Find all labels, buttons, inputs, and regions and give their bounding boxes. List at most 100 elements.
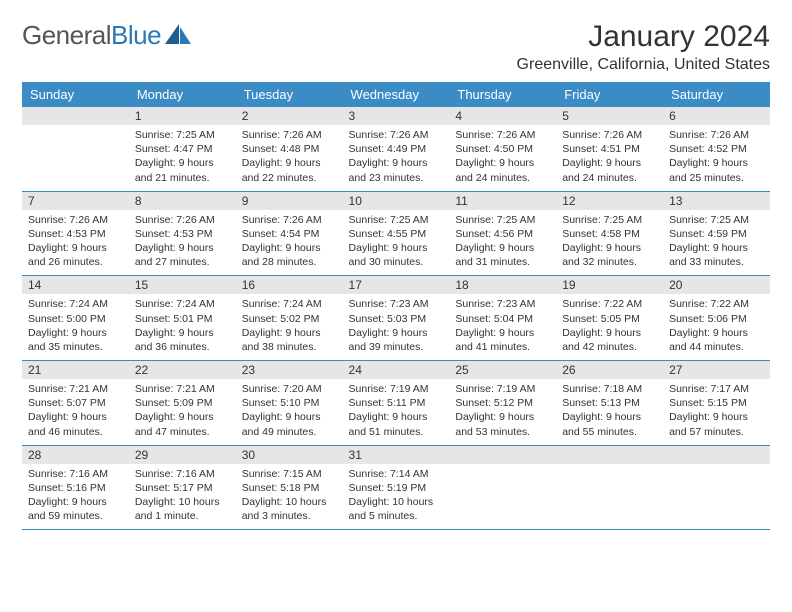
day-number: 2 <box>236 107 343 125</box>
calendar-cell: 3Sunrise: 7:26 AMSunset: 4:49 PMDaylight… <box>343 107 450 191</box>
daylight-text: Daylight: 9 hours and 55 minutes. <box>562 410 657 438</box>
sunrise-text: Sunrise: 7:26 AM <box>28 213 123 227</box>
title-block: January 2024 Greenville, California, Uni… <box>517 20 770 74</box>
day-info: Sunrise: 7:15 AMSunset: 5:18 PMDaylight:… <box>236 464 343 530</box>
dayhead-sunday: Sunday <box>22 82 129 107</box>
daylight-text: Daylight: 9 hours and 30 minutes. <box>349 241 444 269</box>
daylight-text: Daylight: 9 hours and 23 minutes. <box>349 156 444 184</box>
week-row: 7Sunrise: 7:26 AMSunset: 4:53 PMDaylight… <box>22 191 770 276</box>
calendar-cell: 2Sunrise: 7:26 AMSunset: 4:48 PMDaylight… <box>236 107 343 191</box>
day-number: 13 <box>663 192 770 210</box>
day-number: 8 <box>129 192 236 210</box>
sunset-text: Sunset: 5:15 PM <box>669 396 764 410</box>
sunrise-text: Sunrise: 7:17 AM <box>669 382 764 396</box>
dayhead-friday: Friday <box>556 82 663 107</box>
calendar-cell: 26Sunrise: 7:18 AMSunset: 5:13 PMDayligh… <box>556 361 663 446</box>
dayhead-saturday: Saturday <box>663 82 770 107</box>
sunset-text: Sunset: 5:04 PM <box>455 312 550 326</box>
sunset-text: Sunset: 5:18 PM <box>242 481 337 495</box>
calendar-cell: 14Sunrise: 7:24 AMSunset: 5:00 PMDayligh… <box>22 276 129 361</box>
logo: GeneralBlue <box>22 20 193 51</box>
day-info: Sunrise: 7:26 AMSunset: 4:53 PMDaylight:… <box>129 210 236 276</box>
daylight-text: Daylight: 10 hours and 5 minutes. <box>349 495 444 523</box>
sunset-text: Sunset: 5:13 PM <box>562 396 657 410</box>
sunrise-text: Sunrise: 7:14 AM <box>349 467 444 481</box>
day-number: 31 <box>343 446 450 464</box>
daylight-text: Daylight: 9 hours and 27 minutes. <box>135 241 230 269</box>
calendar-cell <box>663 445 770 530</box>
day-info: Sunrise: 7:19 AMSunset: 5:11 PMDaylight:… <box>343 379 450 445</box>
day-number: 21 <box>22 361 129 379</box>
calendar-cell: 24Sunrise: 7:19 AMSunset: 5:11 PMDayligh… <box>343 361 450 446</box>
day-number: 30 <box>236 446 343 464</box>
sunrise-text: Sunrise: 7:24 AM <box>242 297 337 311</box>
day-info: Sunrise: 7:26 AMSunset: 4:51 PMDaylight:… <box>556 125 663 191</box>
day-number: 27 <box>663 361 770 379</box>
day-info: Sunrise: 7:25 AMSunset: 4:56 PMDaylight:… <box>449 210 556 276</box>
day-info: Sunrise: 7:21 AMSunset: 5:09 PMDaylight:… <box>129 379 236 445</box>
calendar-cell: 7Sunrise: 7:26 AMSunset: 4:53 PMDaylight… <box>22 191 129 276</box>
dayhead-thursday: Thursday <box>449 82 556 107</box>
day-number: 5 <box>556 107 663 125</box>
calendar-cell: 11Sunrise: 7:25 AMSunset: 4:56 PMDayligh… <box>449 191 556 276</box>
calendar-cell <box>556 445 663 530</box>
sunrise-text: Sunrise: 7:19 AM <box>349 382 444 396</box>
sunrise-text: Sunrise: 7:16 AM <box>28 467 123 481</box>
sunset-text: Sunset: 4:54 PM <box>242 227 337 241</box>
sunrise-text: Sunrise: 7:26 AM <box>455 128 550 142</box>
calendar-cell: 30Sunrise: 7:15 AMSunset: 5:18 PMDayligh… <box>236 445 343 530</box>
daylight-text: Daylight: 9 hours and 44 minutes. <box>669 326 764 354</box>
day-number-empty <box>22 107 129 125</box>
daylight-text: Daylight: 9 hours and 22 minutes. <box>242 156 337 184</box>
sunrise-text: Sunrise: 7:22 AM <box>562 297 657 311</box>
calendar-cell: 6Sunrise: 7:26 AMSunset: 4:52 PMDaylight… <box>663 107 770 191</box>
day-number-empty <box>449 446 556 464</box>
day-number: 3 <box>343 107 450 125</box>
daylight-text: Daylight: 9 hours and 49 minutes. <box>242 410 337 438</box>
sunrise-text: Sunrise: 7:25 AM <box>349 213 444 227</box>
sunrise-text: Sunrise: 7:20 AM <box>242 382 337 396</box>
day-info-empty <box>663 464 770 487</box>
day-info: Sunrise: 7:18 AMSunset: 5:13 PMDaylight:… <box>556 379 663 445</box>
calendar-cell: 20Sunrise: 7:22 AMSunset: 5:06 PMDayligh… <box>663 276 770 361</box>
day-info: Sunrise: 7:25 AMSunset: 4:55 PMDaylight:… <box>343 210 450 276</box>
day-info-empty <box>556 464 663 487</box>
day-info: Sunrise: 7:23 AMSunset: 5:04 PMDaylight:… <box>449 294 556 360</box>
sunset-text: Sunset: 5:02 PM <box>242 312 337 326</box>
sunset-text: Sunset: 4:59 PM <box>669 227 764 241</box>
sunset-text: Sunset: 4:55 PM <box>349 227 444 241</box>
day-info: Sunrise: 7:26 AMSunset: 4:54 PMDaylight:… <box>236 210 343 276</box>
day-info: Sunrise: 7:16 AMSunset: 5:17 PMDaylight:… <box>129 464 236 530</box>
daylight-text: Daylight: 9 hours and 26 minutes. <box>28 241 123 269</box>
calendar-cell: 8Sunrise: 7:26 AMSunset: 4:53 PMDaylight… <box>129 191 236 276</box>
sunrise-text: Sunrise: 7:26 AM <box>562 128 657 142</box>
calendar-cell: 16Sunrise: 7:24 AMSunset: 5:02 PMDayligh… <box>236 276 343 361</box>
day-number: 24 <box>343 361 450 379</box>
day-info: Sunrise: 7:21 AMSunset: 5:07 PMDaylight:… <box>22 379 129 445</box>
sunrise-text: Sunrise: 7:24 AM <box>28 297 123 311</box>
day-info: Sunrise: 7:22 AMSunset: 5:06 PMDaylight:… <box>663 294 770 360</box>
sunset-text: Sunset: 5:05 PM <box>562 312 657 326</box>
calendar-cell: 27Sunrise: 7:17 AMSunset: 5:15 PMDayligh… <box>663 361 770 446</box>
day-info: Sunrise: 7:24 AMSunset: 5:02 PMDaylight:… <box>236 294 343 360</box>
sunset-text: Sunset: 5:01 PM <box>135 312 230 326</box>
calendar-cell: 31Sunrise: 7:14 AMSunset: 5:19 PMDayligh… <box>343 445 450 530</box>
day-number: 12 <box>556 192 663 210</box>
sunset-text: Sunset: 4:48 PM <box>242 142 337 156</box>
day-number: 23 <box>236 361 343 379</box>
day-number: 10 <box>343 192 450 210</box>
day-info: Sunrise: 7:14 AMSunset: 5:19 PMDaylight:… <box>343 464 450 530</box>
daylight-text: Daylight: 9 hours and 33 minutes. <box>669 241 764 269</box>
day-info: Sunrise: 7:26 AMSunset: 4:53 PMDaylight:… <box>22 210 129 276</box>
calendar-cell: 10Sunrise: 7:25 AMSunset: 4:55 PMDayligh… <box>343 191 450 276</box>
sunrise-text: Sunrise: 7:25 AM <box>669 213 764 227</box>
sunset-text: Sunset: 5:03 PM <box>349 312 444 326</box>
dayhead-monday: Monday <box>129 82 236 107</box>
day-number: 26 <box>556 361 663 379</box>
daylight-text: Daylight: 9 hours and 47 minutes. <box>135 410 230 438</box>
day-number: 18 <box>449 276 556 294</box>
sunset-text: Sunset: 5:16 PM <box>28 481 123 495</box>
sunrise-text: Sunrise: 7:26 AM <box>242 213 337 227</box>
day-info: Sunrise: 7:24 AMSunset: 5:00 PMDaylight:… <box>22 294 129 360</box>
day-number: 6 <box>663 107 770 125</box>
